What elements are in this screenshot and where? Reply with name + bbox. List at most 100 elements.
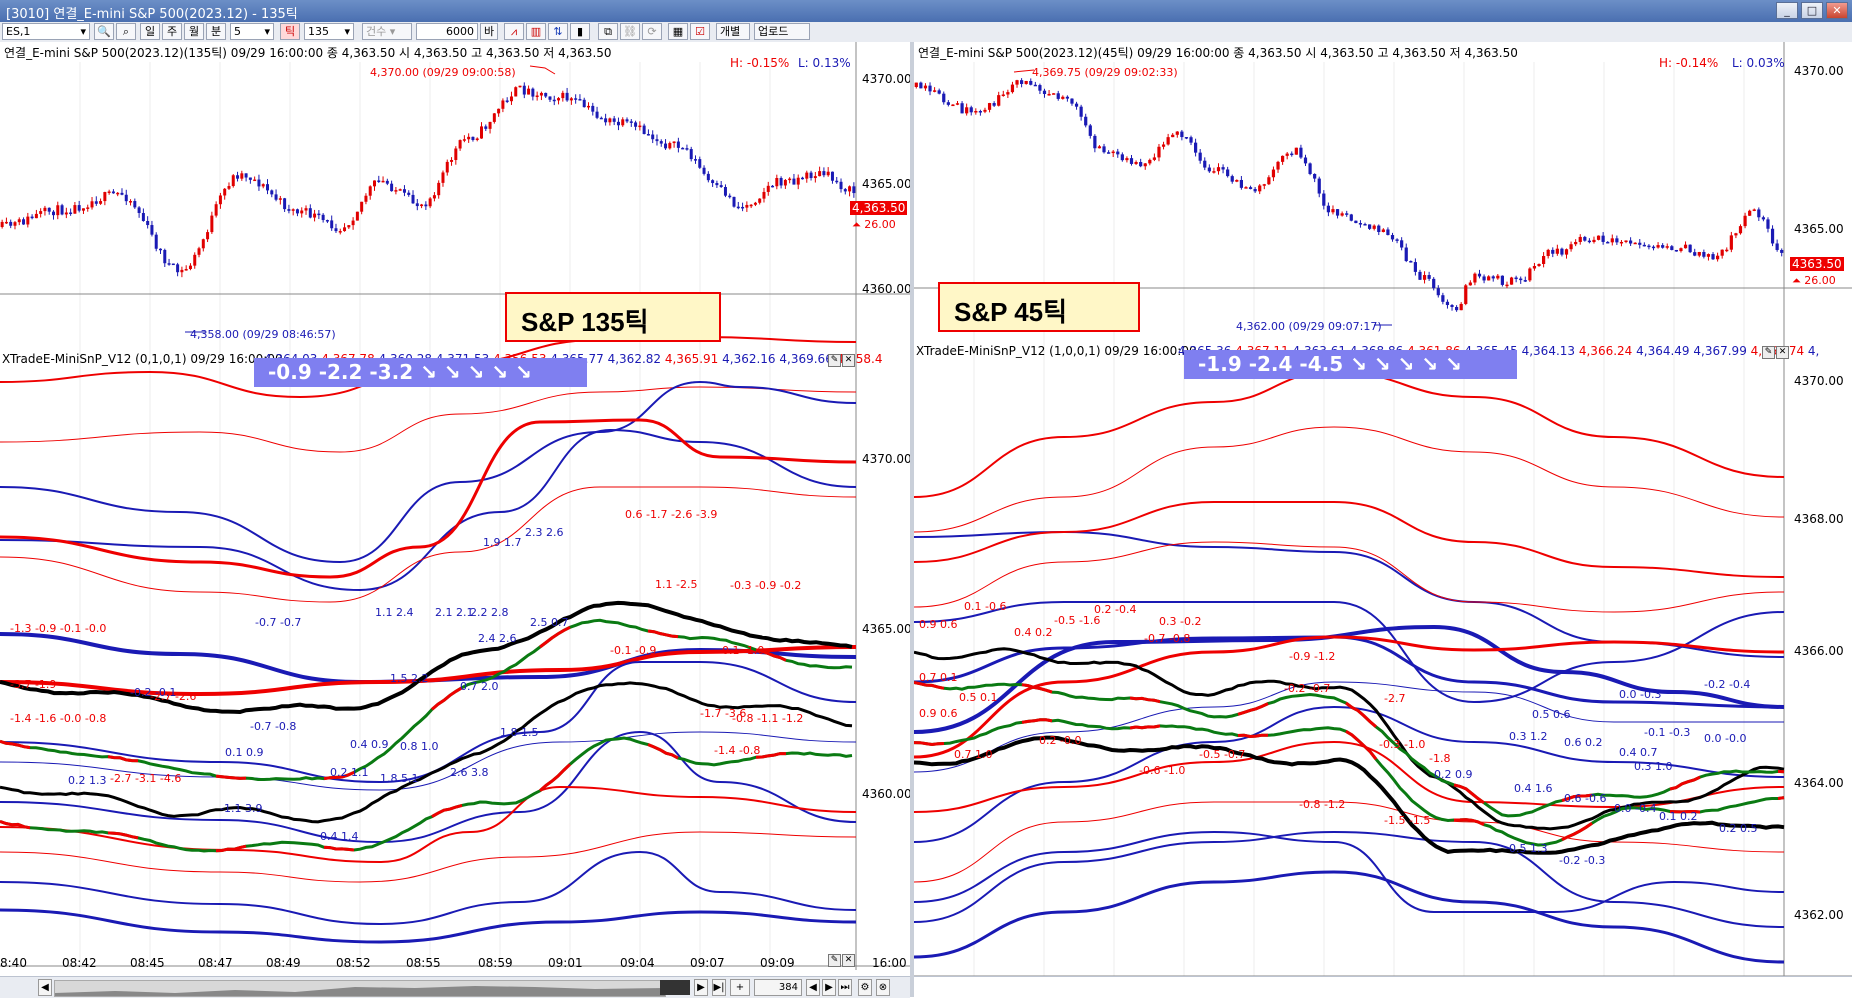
right-candle: [1033, 84, 1037, 87]
right-band-line: [914, 830, 1785, 928]
tick-button[interactable]: 틱: [280, 23, 300, 40]
copy-icon[interactable]: ⧉: [598, 23, 618, 40]
left-close-icon[interactable]: ✕: [842, 954, 855, 967]
left-candle: [762, 191, 766, 199]
left-candle: [805, 172, 809, 179]
left-candle: [488, 121, 492, 129]
right-candle: [1198, 152, 1202, 161]
left-candle: [291, 209, 295, 211]
refresh-icon[interactable]: ⟳: [642, 23, 662, 40]
scroll-right-icon[interactable]: ▶: [694, 979, 708, 996]
last-icon[interactable]: ⏭: [838, 979, 852, 996]
right-ytick-bottom: 4368.00: [1794, 512, 1844, 526]
indicator-icon[interactable]: ⇅: [548, 23, 568, 40]
left-candle: [852, 186, 856, 194]
minute-select[interactable]: 5 ▾: [230, 23, 274, 40]
right-chart-svg[interactable]: 0.1 -0.6 0.9 0.6 0.2 -0.4-0.5 -1.6 0.3 -0.2…: [914, 42, 1852, 997]
left-annotation-blue: 0.4 0.9: [350, 738, 388, 751]
scroll-end-icon[interactable]: ▶|: [712, 979, 726, 996]
left-ind-close-icon[interactable]: ✕: [842, 354, 855, 367]
right-candle: [1596, 235, 1601, 240]
left-band-line: [0, 731, 857, 791]
left-candle: [848, 186, 852, 192]
scroll-track[interactable]: [54, 980, 666, 997]
panel-divider[interactable]: [910, 42, 914, 997]
left-candle: [741, 206, 745, 209]
chart-line-icon[interactable]: ⩘: [504, 23, 524, 40]
right-candle: [1134, 162, 1138, 164]
right-ind-pencil-icon[interactable]: ✎: [1762, 346, 1775, 359]
left-candle: [634, 122, 638, 127]
left-candle: [137, 207, 141, 214]
right-annotation-red: 0.9 0.6: [919, 618, 957, 631]
left-candle: [437, 182, 441, 196]
candle-icon[interactable]: ▥: [526, 23, 546, 40]
left-ytick-top: 4360.00: [862, 282, 912, 296]
right-candle: [1455, 306, 1459, 311]
left-candle: [30, 216, 34, 219]
search-icon[interactable]: 🔍: [94, 23, 114, 40]
scroll-left-icon[interactable]: ◀: [38, 979, 52, 996]
minimize-icon[interactable]: _: [1776, 2, 1798, 19]
left-chart-svg[interactable]: 0.6 -1.7 -2.6 -3.9 1.1 -2.5 -0.3 -0.9 -0.2…: [0, 42, 910, 976]
zoom-in-icon[interactable]: +: [730, 979, 750, 996]
left-candle: [244, 173, 248, 178]
period-minute-button[interactable]: 분: [206, 23, 226, 40]
left-candle: [471, 136, 475, 141]
left-candle: [343, 227, 347, 232]
scroll-close-icon[interactable]: ⊗: [876, 979, 890, 996]
right-candle: [1203, 160, 1207, 168]
settings-icon[interactable]: ⚙: [858, 979, 872, 996]
right-band-line: [914, 635, 1785, 759]
left-candle: [796, 177, 800, 185]
count-select[interactable]: 건수 ▾: [362, 23, 412, 40]
left-candle: [561, 92, 565, 99]
right-candle: [1505, 284, 1509, 287]
left-ind-pencil-icon[interactable]: ✎: [828, 354, 841, 367]
prev-icon[interactable]: ◀: [806, 979, 820, 996]
indicator-value: 4,364.13: [1521, 344, 1579, 358]
right-candle: [1335, 209, 1340, 216]
right-candle: [1546, 249, 1550, 257]
right-candle: [1519, 278, 1523, 281]
left-scrollbar[interactable]: ◀ ▶ ▶| + 384 ◀ ▶ ⏭ ⚙ ⊗: [0, 976, 910, 998]
left-candle: [475, 138, 479, 141]
right-annotation-red: 0.7 1.0: [954, 748, 992, 761]
period-week-button[interactable]: 주: [162, 23, 182, 40]
right-ind-close-icon[interactable]: ✕: [1776, 346, 1789, 359]
single-button[interactable]: 개별: [716, 23, 750, 40]
play-icon[interactable]: ▶: [822, 979, 836, 996]
left-candle: [835, 180, 839, 183]
zoom-icon[interactable]: ⌕: [116, 23, 136, 40]
checkbox-icon[interactable]: ☑: [690, 23, 710, 40]
link-icon[interactable]: ⛓: [620, 23, 640, 40]
right-candle: [1253, 189, 1257, 192]
right-band-line: [914, 870, 1785, 964]
close-icon[interactable]: ✕: [1826, 2, 1848, 19]
left-xtick: 08:52: [336, 956, 371, 970]
bar-chart-icon[interactable]: ▮: [570, 23, 590, 40]
bars-input[interactable]: 6000: [416, 23, 478, 40]
period-month-button[interactable]: 월: [184, 23, 204, 40]
scroll-count-input[interactable]: 384: [754, 979, 802, 996]
left-candle: [368, 186, 372, 196]
left-edit-icon[interactable]: ✎: [828, 954, 841, 967]
scroll-thumb[interactable]: [660, 980, 690, 995]
tick-select[interactable]: 135 ▾: [304, 23, 354, 40]
right-annotation-red: 0.2 -0.0: [1039, 734, 1081, 747]
grid-icon[interactable]: ▦: [668, 23, 688, 40]
left-candle: [163, 249, 167, 264]
right-oscillator-line: [914, 735, 1785, 855]
right-candle: [1716, 255, 1720, 260]
toolbar: ES,1 ▾ 🔍 ⌕ 일 주 월 분 5 ▾ 틱 135 ▾ 건수 ▾ 6000 바 …: [0, 22, 1852, 43]
maximize-icon[interactable]: □: [1801, 2, 1823, 19]
symbol-select[interactable]: ES,1 ▾: [2, 23, 90, 40]
period-day-button[interactable]: 일: [140, 23, 160, 40]
left-candle: [843, 189, 847, 192]
left-candle: [295, 209, 299, 214]
upload-button[interactable]: 업로드: [754, 23, 810, 40]
left-candle: [47, 207, 51, 212]
right-candle: [1006, 92, 1010, 95]
right-annotation-blue: 0.2 0.5: [1719, 822, 1757, 835]
right-annotation-blue: -0.1 -0.3: [1644, 726, 1690, 739]
